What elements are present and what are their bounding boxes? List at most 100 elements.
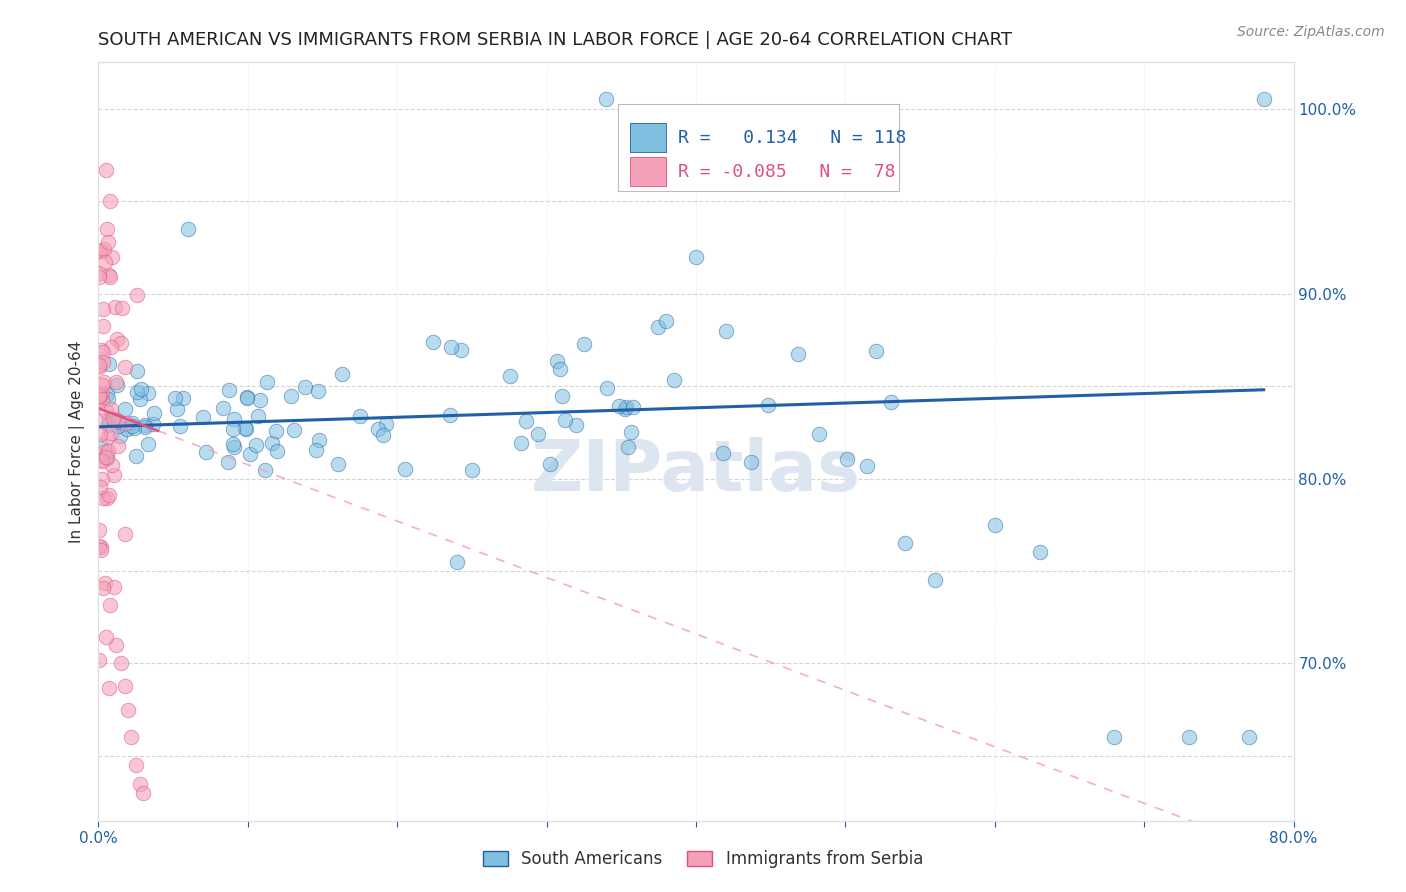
Point bbox=[96, 450, 118, 465]
Point bbox=[90, 453, 112, 467]
Point bbox=[546, 353, 568, 368]
Point bbox=[238, 447, 260, 461]
Point bbox=[440, 340, 463, 354]
Point bbox=[125, 363, 148, 377]
Point bbox=[97, 235, 120, 249]
Point bbox=[90, 540, 112, 554]
Point bbox=[165, 391, 187, 405]
Legend: South Americans, Immigrants from Serbia: South Americans, Immigrants from Serbia bbox=[477, 844, 929, 875]
Point bbox=[787, 347, 810, 361]
Point bbox=[89, 388, 111, 402]
Point bbox=[89, 653, 111, 667]
Point bbox=[595, 92, 617, 106]
Point bbox=[96, 630, 118, 644]
Point bbox=[103, 467, 125, 482]
Point bbox=[96, 404, 118, 418]
Point bbox=[94, 162, 117, 177]
Point bbox=[87, 266, 110, 280]
Point bbox=[120, 731, 142, 745]
Point bbox=[114, 359, 136, 374]
Point bbox=[97, 392, 120, 406]
Point bbox=[87, 390, 110, 404]
Point bbox=[87, 389, 110, 403]
Point bbox=[104, 375, 127, 389]
Point bbox=[132, 786, 155, 800]
Bar bbox=[630, 157, 666, 186]
Point bbox=[100, 401, 122, 416]
Point bbox=[93, 243, 115, 257]
Text: R = -0.085   N =  78: R = -0.085 N = 78 bbox=[678, 162, 896, 180]
Point bbox=[422, 334, 444, 349]
Point bbox=[129, 777, 152, 791]
Point bbox=[115, 417, 138, 431]
Point bbox=[307, 384, 329, 398]
Point bbox=[510, 436, 533, 450]
Point bbox=[222, 440, 245, 454]
Point bbox=[121, 419, 143, 434]
Point bbox=[1104, 731, 1126, 745]
Point bbox=[221, 437, 243, 451]
Point bbox=[89, 480, 111, 494]
Point bbox=[98, 488, 121, 502]
Point bbox=[461, 463, 484, 477]
Point bbox=[90, 244, 112, 258]
Point bbox=[97, 430, 120, 444]
Point bbox=[97, 357, 120, 371]
Point bbox=[177, 222, 200, 236]
Point bbox=[305, 443, 328, 458]
Point bbox=[107, 418, 129, 433]
Point bbox=[647, 320, 669, 334]
Point bbox=[107, 439, 129, 453]
Point bbox=[166, 401, 188, 416]
Point bbox=[249, 393, 271, 408]
Point bbox=[548, 361, 571, 376]
Point bbox=[880, 395, 903, 409]
Point bbox=[621, 401, 644, 415]
Point bbox=[865, 344, 887, 359]
Point bbox=[1253, 92, 1275, 106]
Point bbox=[538, 457, 561, 471]
Point bbox=[125, 287, 148, 301]
Point bbox=[330, 367, 353, 381]
Point bbox=[125, 450, 148, 464]
Point bbox=[614, 400, 637, 414]
Point bbox=[105, 638, 128, 652]
Point bbox=[93, 375, 115, 389]
Point bbox=[97, 443, 120, 458]
Point bbox=[613, 401, 636, 416]
Point bbox=[91, 581, 114, 595]
Point bbox=[93, 255, 115, 269]
Point bbox=[91, 319, 114, 334]
Point bbox=[233, 421, 256, 435]
Point bbox=[212, 401, 235, 416]
Point bbox=[90, 392, 112, 407]
Text: Source: ZipAtlas.com: Source: ZipAtlas.com bbox=[1237, 25, 1385, 39]
Point bbox=[93, 445, 115, 459]
Point bbox=[100, 425, 122, 440]
Point bbox=[87, 360, 110, 375]
Point bbox=[222, 411, 245, 425]
Point bbox=[1028, 545, 1050, 559]
Point bbox=[134, 418, 156, 433]
Point bbox=[367, 422, 389, 436]
Point bbox=[91, 386, 114, 401]
Point bbox=[235, 422, 257, 436]
Point bbox=[193, 410, 215, 425]
Point bbox=[90, 414, 112, 428]
Point bbox=[90, 377, 112, 392]
Text: ZIPatlas: ZIPatlas bbox=[531, 437, 860, 507]
Point bbox=[87, 539, 110, 553]
Point bbox=[114, 679, 136, 693]
Point bbox=[89, 426, 111, 441]
Point bbox=[97, 268, 120, 282]
Point bbox=[554, 413, 576, 427]
FancyBboxPatch shape bbox=[619, 104, 900, 191]
Point bbox=[685, 250, 707, 264]
Point bbox=[142, 406, 165, 420]
Point bbox=[94, 575, 117, 590]
Point bbox=[1237, 731, 1260, 745]
Point bbox=[104, 300, 127, 314]
Point bbox=[114, 402, 136, 417]
Point bbox=[97, 417, 120, 432]
Point bbox=[103, 580, 125, 594]
